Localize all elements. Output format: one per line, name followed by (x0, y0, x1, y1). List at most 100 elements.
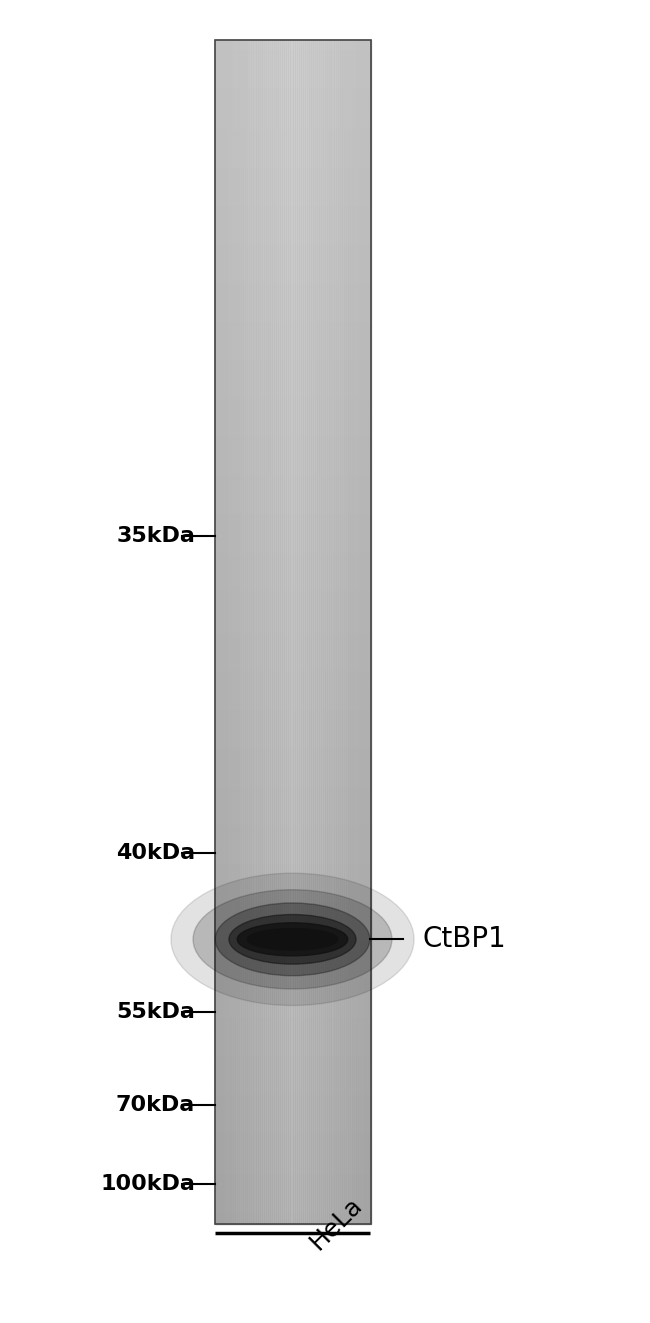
Bar (214, 401, 370, 404)
Bar (214, 691, 370, 693)
Bar (349, 40, 351, 1224)
Bar (333, 40, 335, 1224)
Bar (242, 40, 244, 1224)
Bar (214, 209, 370, 212)
Bar (214, 434, 370, 437)
Bar (214, 241, 370, 243)
Bar (214, 1207, 370, 1209)
Bar (214, 1150, 370, 1152)
Text: 70kDa: 70kDa (116, 1094, 195, 1115)
Bar (214, 123, 370, 126)
Bar (214, 789, 370, 791)
Bar (287, 40, 289, 1224)
Bar (214, 839, 370, 841)
Bar (214, 1162, 370, 1164)
Bar (261, 40, 263, 1224)
Bar (214, 1052, 370, 1054)
Bar (214, 298, 370, 300)
Bar (214, 602, 370, 605)
Bar (214, 425, 370, 427)
Bar (214, 558, 370, 561)
Bar (369, 40, 370, 1224)
Bar (214, 1138, 370, 1140)
Bar (214, 1126, 370, 1129)
Bar (214, 513, 370, 516)
Bar (214, 224, 370, 226)
Bar (214, 1218, 370, 1221)
Bar (214, 659, 370, 662)
Bar (214, 1082, 370, 1085)
Bar (214, 542, 370, 546)
Bar (214, 1129, 370, 1132)
Bar (214, 1164, 370, 1167)
Bar (214, 664, 370, 667)
Bar (214, 884, 370, 886)
Bar (214, 741, 370, 745)
Bar (214, 310, 370, 312)
Bar (214, 872, 370, 875)
Bar (214, 1037, 370, 1040)
Bar (345, 40, 347, 1224)
Bar (214, 454, 370, 456)
Bar (214, 683, 370, 685)
Bar (214, 306, 370, 310)
Bar (214, 147, 370, 149)
Bar (302, 40, 304, 1224)
Bar (214, 1099, 370, 1102)
Bar (214, 78, 370, 81)
Bar (214, 1114, 370, 1117)
Bar (312, 40, 314, 1224)
Bar (214, 356, 370, 360)
Bar (214, 717, 370, 721)
Bar (214, 111, 370, 114)
Bar (214, 712, 370, 714)
Bar (214, 217, 370, 220)
Bar (263, 40, 265, 1224)
Bar (214, 61, 370, 64)
Bar (259, 40, 261, 1224)
Bar (214, 504, 370, 508)
Bar (214, 404, 370, 406)
Bar (214, 537, 370, 540)
Bar (214, 795, 370, 798)
Bar (214, 73, 370, 75)
Bar (214, 597, 370, 599)
Bar (214, 807, 370, 810)
Bar (328, 40, 330, 1224)
Bar (214, 1209, 370, 1212)
Bar (214, 75, 370, 78)
Bar (214, 152, 370, 155)
Bar (214, 1174, 370, 1176)
Bar (214, 1167, 370, 1171)
Bar (214, 1200, 370, 1203)
Bar (214, 318, 370, 321)
Bar (214, 386, 370, 389)
Bar (320, 40, 322, 1224)
Bar (214, 1023, 370, 1025)
Bar (214, 581, 370, 585)
Bar (265, 40, 267, 1224)
Bar (214, 1013, 370, 1016)
Bar (214, 274, 370, 277)
Bar (214, 990, 370, 992)
Bar (214, 265, 370, 267)
Bar (214, 45, 370, 49)
Bar (214, 377, 370, 380)
Bar (214, 1179, 370, 1183)
Bar (355, 40, 357, 1224)
Bar (214, 975, 370, 978)
Bar (347, 40, 349, 1224)
Bar (304, 40, 306, 1224)
Bar (214, 188, 370, 191)
Bar (226, 40, 228, 1224)
Bar (214, 671, 370, 673)
Bar (214, 40, 370, 42)
Bar (214, 410, 370, 413)
Bar (214, 762, 370, 765)
Bar (214, 49, 370, 52)
Bar (214, 238, 370, 241)
Bar (214, 40, 216, 1224)
Bar (357, 40, 359, 1224)
Bar (214, 384, 370, 386)
Bar (214, 930, 370, 934)
